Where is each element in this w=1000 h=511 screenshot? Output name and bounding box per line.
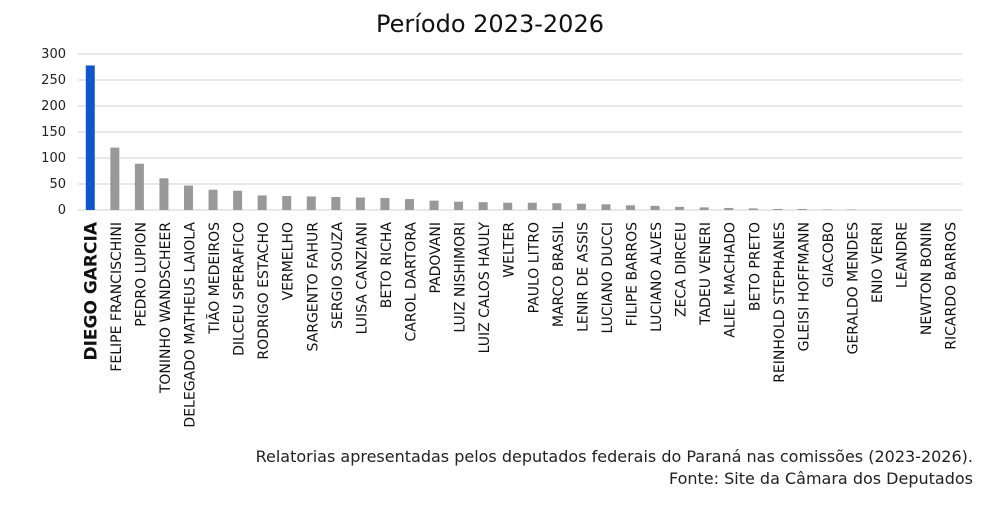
x-category-label: WELTER	[502, 222, 518, 278]
grid-lines	[78, 53, 962, 211]
bar	[331, 197, 341, 210]
bar	[724, 207, 734, 210]
x-category-label: SARGENTO FAHUR	[305, 222, 321, 352]
x-category-label: GIACOBO	[821, 222, 837, 287]
y-tick-label: 0	[58, 203, 66, 218]
x-category-label: PEDRO LUPION	[133, 222, 149, 327]
x-category-label: PAULO LITRO	[526, 222, 542, 313]
y-tick-label: 200	[41, 99, 66, 114]
x-category-label: LUIZ NISHIMORI	[453, 222, 469, 333]
x-category-label: MARCO BRASIL	[551, 222, 567, 327]
x-category-label: RODRIGO ESTACHO	[256, 222, 272, 360]
bar	[85, 65, 95, 210]
x-category-label: TONINHO WANDSCHEER	[158, 222, 174, 394]
bar	[282, 195, 292, 210]
bar	[184, 185, 193, 210]
bar	[208, 189, 218, 210]
caption-description: Relatorias apresentadas pelos deputados …	[255, 447, 973, 466]
x-category-label: DELEGADO MATHEUS LAIOLA	[183, 222, 199, 428]
bar	[110, 147, 120, 210]
bar	[552, 203, 562, 210]
caption-source: Fonte: Site da Câmara dos Deputados	[668, 469, 973, 488]
x-category-label: ALIEL MACHADO	[723, 222, 739, 338]
bar	[134, 163, 144, 210]
bar	[306, 196, 316, 210]
x-category-label: ZECA DIRCEU	[674, 222, 690, 317]
bar	[847, 209, 856, 210]
chart-title: Período 2023-2026	[376, 10, 604, 38]
bar	[257, 195, 267, 210]
bar	[601, 204, 611, 210]
bar	[159, 178, 169, 210]
bar	[650, 205, 660, 210]
x-category-label: PADOVANI	[428, 222, 444, 294]
bar	[503, 202, 513, 210]
bar	[748, 208, 758, 210]
y-tick-label: 300	[41, 47, 66, 62]
bar	[454, 201, 464, 210]
x-category-label: LUCIANO ALVES	[649, 222, 665, 332]
x-category-label: TIÃO MEDEIROS	[206, 222, 223, 335]
bar	[773, 208, 783, 210]
x-axis-category-labels: DIEGO GARCIA FELIPE FRANCISCHINI PEDRO LUP…	[81, 221, 959, 427]
x-category-label: SERGIO SOUZA	[330, 222, 346, 329]
x-category-label: LEANDRE	[895, 222, 911, 288]
bars	[85, 65, 856, 210]
x-category-label: NEWTON BONIN	[919, 222, 935, 335]
x-category-label: LUISA CANZIANI	[354, 222, 370, 334]
x-category-label: GERALDO MENDES	[846, 222, 862, 355]
x-category-label: REINHOLD STEPHANES	[772, 222, 788, 383]
x-category-label: ENIO VERRI	[870, 222, 886, 303]
x-category-label: CAROL DARTORA	[404, 222, 420, 342]
x-category-label: VERMELHO	[281, 222, 297, 300]
bar	[527, 202, 537, 210]
y-tick-label: 50	[49, 177, 66, 192]
bar	[626, 205, 635, 210]
y-axis-tick-labels: 0 50 100 150 200 250 300	[41, 47, 66, 218]
x-category-label: FELIPE FRANCISCHINI	[109, 222, 125, 372]
bar	[478, 202, 488, 210]
bar	[429, 200, 439, 210]
chart-caption: Relatorias apresentadas pelos deputados …	[256, 446, 973, 490]
x-category-label: BETO PRETO	[747, 222, 763, 311]
x-category-label: LENIR DE ASSIS	[575, 222, 591, 332]
bar	[233, 190, 243, 210]
x-category-label: FILIPE BARROS	[625, 222, 641, 327]
x-category-label: DIEGO GARCIA	[81, 221, 101, 360]
bar	[822, 209, 832, 210]
bar	[675, 206, 685, 210]
bar	[699, 207, 709, 210]
x-category-label: DILCEU SPERAFICO	[232, 222, 248, 356]
bar	[405, 199, 414, 210]
x-category-label: RICARDO BARROS	[944, 222, 960, 350]
y-tick-label: 150	[41, 125, 66, 140]
x-category-label: TADEU VENERI	[698, 222, 714, 326]
bar	[355, 197, 365, 210]
x-category-label: GLEISI HOFFMANN	[796, 222, 812, 351]
x-category-label: LUCIANO DUCCI	[600, 222, 616, 333]
bar	[797, 208, 807, 210]
y-tick-label: 100	[41, 151, 66, 166]
y-tick-label: 250	[41, 73, 66, 88]
bar	[380, 198, 390, 210]
x-category-label: BETO RICHA	[379, 222, 395, 309]
bar	[576, 203, 586, 210]
x-category-label: LUIZ CALOS HAULY	[477, 222, 493, 354]
